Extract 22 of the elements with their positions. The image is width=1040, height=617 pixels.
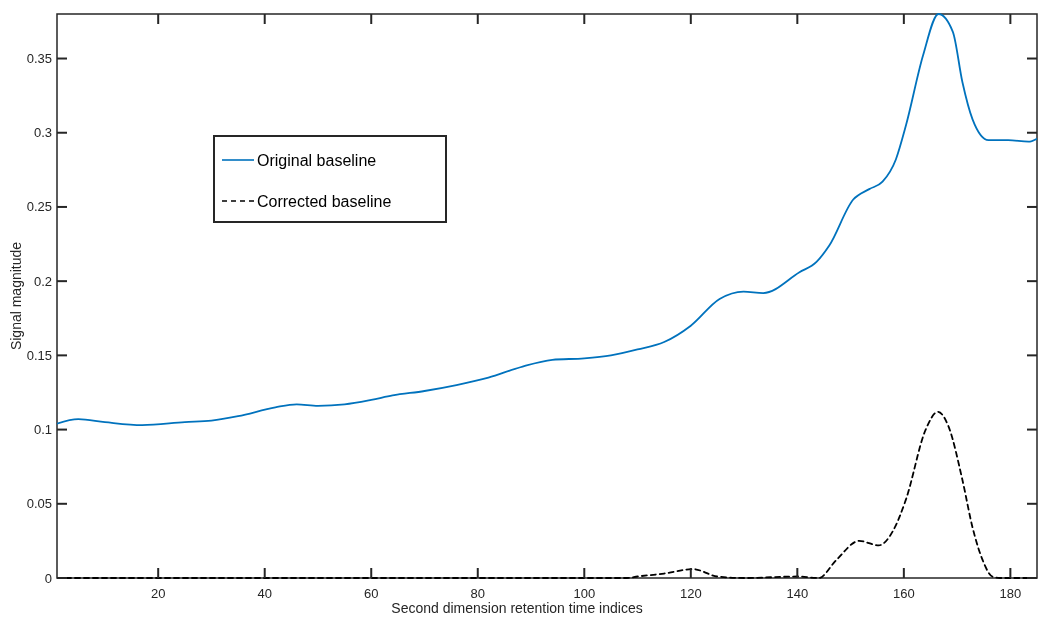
y-tick-label: 0.25 [26, 199, 52, 215]
y-tick-label: 0.3 [33, 125, 52, 141]
line-series [57, 13, 1037, 427]
y-tick-label: 0.35 [26, 51, 52, 67]
y-tick-label: 0 [44, 570, 52, 586]
x-tick-label: 60 [364, 586, 379, 601]
y-tick-label: 0.1 [33, 422, 52, 438]
x-tick-label: 40 [257, 586, 272, 601]
x-tick-label: 180 [999, 586, 1022, 601]
y-axis-title: Signal magnitude [8, 241, 24, 351]
x-tick-label: 20 [150, 586, 166, 601]
x-tick-label: 80 [470, 586, 485, 601]
x-tick-label: 120 [679, 586, 702, 601]
y-tick-label: 0.05 [26, 496, 52, 512]
legend-label: Corrected baseline [257, 192, 392, 210]
y-tick-label: 0.15 [26, 347, 52, 363]
x-tick-label: 100 [573, 586, 596, 601]
x-tick-label: 160 [893, 586, 915, 601]
x-tick-label: 140 [786, 586, 809, 601]
x-axis-title: Second dimension retention time indices [391, 600, 643, 616]
y-tick-label: 0.2 [33, 273, 52, 289]
legend-label: Original baseline [257, 151, 377, 169]
